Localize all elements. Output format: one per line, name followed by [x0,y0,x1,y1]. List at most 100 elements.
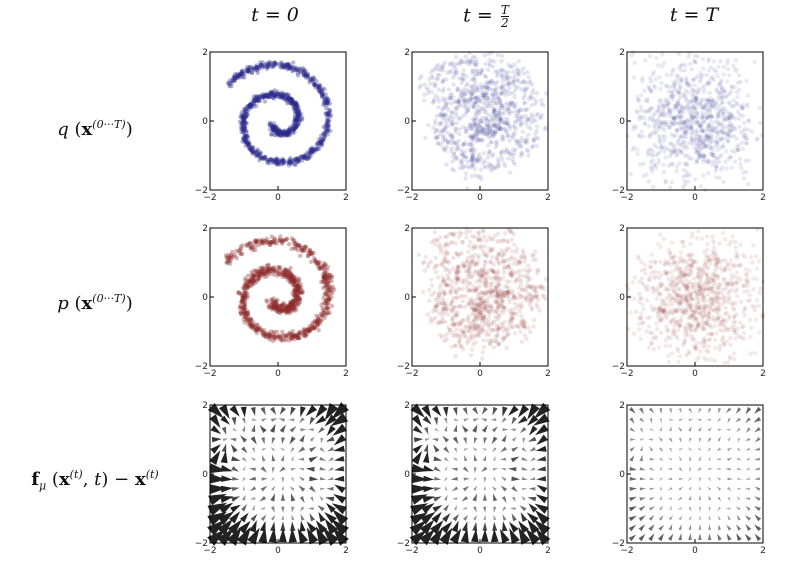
scatter-point [247,319,252,324]
scatter-point [287,128,292,134]
scatter-point [283,132,289,137]
scatter-point [295,335,300,340]
scatter-point [259,239,264,244]
scatter-point [682,129,688,135]
scatter-point [725,139,731,144]
scatter-point [445,267,450,272]
scatter-point [272,268,277,273]
scatter-point [274,128,279,133]
scatter-point [248,323,253,328]
scatter-point [296,112,301,118]
scatter-point [676,74,681,79]
scatter-point [508,256,513,261]
scatter-point [534,290,539,295]
scatter-point [310,148,315,153]
scatter-point [489,98,494,103]
scatter-point [244,111,249,117]
scatter-point [665,122,671,128]
scatter-point [447,92,453,98]
scatter-point [295,112,300,117]
scatter-point [505,257,510,263]
scatter-point [451,64,456,70]
scatter-point [313,82,318,87]
scatter-point [318,265,323,271]
scatter-point [303,73,309,78]
scatter-point [288,125,293,130]
scatter-point [449,231,454,236]
scatter-point [488,304,494,309]
scatter-point [318,89,324,94]
scatter-point [683,309,688,314]
scatter-point [237,72,243,77]
scatter-point [526,96,532,102]
scatter-point [293,297,298,303]
scatter-point [445,100,450,106]
scatter-point [490,123,496,128]
scatter-point [465,264,470,269]
scatter-point [262,93,268,99]
scatter-point [540,293,546,298]
scatter-point [261,270,266,275]
scatter-point [458,93,463,99]
scatter-point [477,330,482,336]
scatter-point [510,156,515,162]
scatter-point [689,125,694,131]
scatter-point [292,302,298,307]
scatter-point [467,98,473,103]
scatter-point [483,284,488,289]
scatter-point [735,253,741,258]
scatter-point [694,99,699,105]
scatter-point [440,301,445,306]
scatter-point [637,162,643,167]
scatter-point [491,123,496,128]
scatter-point [295,117,300,122]
scatter-point [479,304,484,309]
scatter-point [448,68,454,74]
scatter-point [456,264,461,270]
scatter-point [293,289,298,294]
scatter-point [438,128,443,134]
scatter-point [293,333,298,338]
scatter-point [487,295,492,300]
scatter-point [467,134,472,139]
scatter-point [323,129,328,134]
scatter-point [502,116,508,122]
scatter-point [273,62,279,67]
scatter-point [481,301,486,306]
scatter-point [689,302,694,307]
scatter-point [505,88,511,94]
scatter-point [471,101,476,107]
scatter-point [657,138,662,144]
scatter-point [289,331,294,337]
scatter-point [704,318,710,323]
scatter-point [439,64,444,70]
scatter-point [493,129,498,134]
scatter-point [265,92,271,97]
scatter-point [670,97,675,102]
scatter-point [638,104,644,109]
scatter-point [670,301,675,306]
scatter-point [248,104,254,109]
scatter-point [471,342,476,347]
scatter-point [714,125,719,131]
scatter-point [260,269,265,274]
scatter-point [444,241,449,246]
scatter-point [678,95,683,101]
scatter-point [697,138,702,143]
scatter-point [313,260,318,265]
scatter-point [486,161,491,166]
scatter-point [287,305,292,311]
scatter-point [441,98,447,104]
scatter-point [455,311,461,316]
scatter-point [239,126,244,132]
scatter-point [310,320,315,326]
scatter-point [262,93,268,99]
scatter-point [253,244,258,249]
scatter-point [656,104,662,109]
scatter-point [252,274,257,280]
scatter-point [278,128,283,134]
scatter-point [694,128,699,133]
scatter-point [495,157,501,162]
scatter-point [710,301,715,306]
scatter-point [327,272,332,278]
